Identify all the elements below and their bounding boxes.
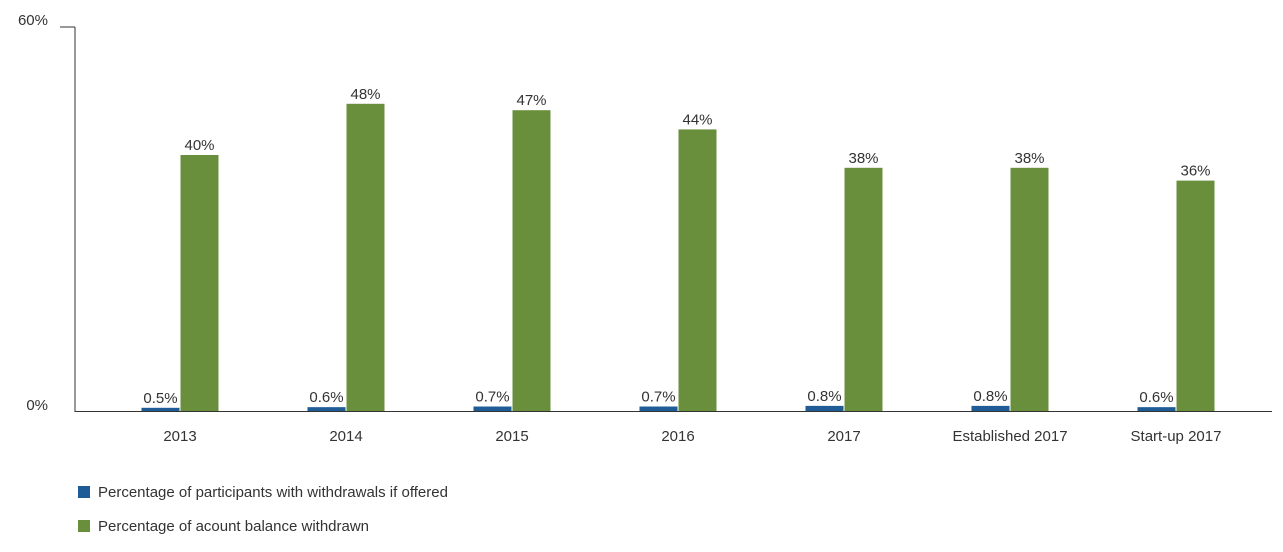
data-label: 0.7%: [475, 389, 509, 406]
x-tick-label: Established 2017: [952, 428, 1067, 445]
data-label: 38%: [848, 150, 878, 167]
data-label: 0.8%: [807, 388, 841, 405]
bar-participants-withdrawals: [1137, 407, 1176, 411]
data-label: 0.6%: [1139, 389, 1173, 406]
bar-balance-withdrawn: [1176, 180, 1215, 411]
data-label: 48%: [350, 86, 380, 103]
y-tick-label: 0%: [26, 397, 48, 414]
data-label: 38%: [1014, 150, 1044, 167]
x-tick-label: 2013: [163, 428, 196, 445]
x-tick-label: Start-up 2017: [1131, 428, 1222, 445]
data-label: 44%: [682, 111, 712, 128]
y-tick-label: 60%: [18, 12, 48, 29]
legend-label: Percentage of acount balance withdrawn: [98, 518, 370, 535]
y-axis-ticks: 0% 60%: [18, 12, 48, 414]
legend: Percentage of participants with withdraw…: [78, 484, 778, 552]
bar-participants-withdrawals: [639, 406, 678, 411]
legend-item-withdrawals-participants: Percentage of participants with withdraw…: [78, 484, 778, 504]
bar-balance-withdrawn: [512, 110, 551, 411]
data-label: 0.7%: [641, 389, 675, 406]
bar-participants-withdrawals: [141, 407, 180, 411]
bar-balance-withdrawn: [844, 167, 883, 411]
x-tick-label: 2014: [329, 428, 362, 445]
bars-group: [141, 103, 1215, 412]
data-label: 0.8%: [973, 388, 1007, 405]
bar-balance-withdrawn: [180, 155, 219, 411]
bar-participants-withdrawals: [307, 407, 346, 411]
legend-swatch-green: [78, 520, 90, 532]
bar-participants-withdrawals: [473, 406, 512, 411]
value-labels-group: 0.5% 40% 0.6% 48% 0.7% 47% 0.7% 44% 0.8% 38% 0.8% 3…: [143, 86, 1210, 407]
legend-item-balance-withdrawn: Percentage of acount balance withdrawn: [78, 518, 778, 538]
data-label: 0.5%: [143, 390, 177, 407]
data-label: 47%: [516, 92, 546, 109]
legend-swatch-blue: [78, 486, 90, 498]
bar-participants-withdrawals: [805, 405, 844, 411]
data-label: 36%: [1180, 163, 1210, 180]
bar-participants-withdrawals: [971, 405, 1010, 411]
legend-label: Percentage of participants with withdraw…: [98, 484, 448, 501]
data-label: 0.6%: [309, 389, 343, 406]
bar-balance-withdrawn: [346, 103, 385, 412]
bar-balance-withdrawn: [1010, 167, 1049, 411]
x-tick-label: 2015: [495, 428, 528, 445]
x-tick-label: 2017: [827, 428, 860, 445]
bar-balance-withdrawn: [678, 129, 717, 411]
x-axis-labels: 2013 2014 2015 2016 2017 Established 2017 Star…: [163, 428, 1221, 445]
x-tick-label: 2016: [661, 428, 694, 445]
data-label: 40%: [184, 137, 214, 154]
